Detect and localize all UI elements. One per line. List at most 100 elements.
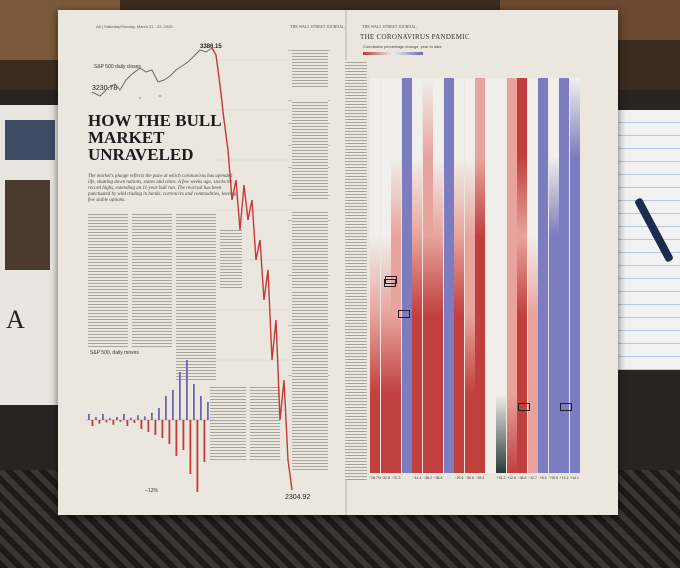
heatmap-column-value: +8.3: [539, 476, 547, 480]
heatmap-row-labels: [345, 60, 367, 480]
heatmap-legend-scale: [363, 52, 423, 55]
daily-move-bar: [154, 420, 157, 435]
note-text: [292, 48, 328, 88]
heatmap-column: [548, 78, 559, 473]
heatmap-column: [433, 78, 443, 473]
heatmap-highlight-box: [398, 310, 410, 318]
daily-move-bar: [109, 418, 111, 420]
heatmap-column-value: −29.6: [454, 476, 464, 480]
daily-move-bar: [172, 390, 174, 420]
heatmap-column-value: −14.4: [412, 476, 422, 480]
sp500-chart-title: S&P 500 daily closes: [94, 64, 141, 70]
chart-annotation: [210, 385, 246, 460]
sp500-end-label: 2304.92: [285, 494, 311, 501]
heatmap-column: [412, 78, 422, 473]
heatmap-column-value: −38.2: [423, 476, 432, 480]
daily-move-bar: [147, 420, 150, 432]
heatmap-column-value: −38.8: [517, 476, 527, 480]
heatmap-column: [401, 78, 412, 473]
heatmap-highlight-box: [518, 403, 530, 411]
daily-move-bar: [126, 420, 129, 426]
heatmap-column: [559, 78, 569, 473]
daily-move-bar: [165, 396, 167, 420]
chart-annotation: [220, 228, 242, 288]
heatmap-column-value: +15.6: [549, 476, 558, 480]
heatmap-column: [391, 78, 401, 473]
heatmap-column: [485, 78, 496, 473]
body-text-column: [88, 212, 128, 347]
heatmap-column: [464, 78, 475, 473]
heatmap-highlight-box: [385, 276, 397, 284]
heatmap-column-value: +14.1: [570, 476, 579, 480]
heatmap: −28.7% −32.8 −37.3 −14.4 −38.2 −38.6 −29.6 −30.…: [369, 78, 588, 480]
daily-move-bar: [91, 420, 94, 426]
daily-move-bar: [123, 414, 125, 420]
daily-move-bar: [102, 414, 104, 420]
heatmap-column: [538, 78, 548, 473]
daily-move-bar: [175, 420, 178, 456]
sp500-fall-line: [211, 47, 293, 491]
daily-move-bar: [207, 402, 209, 420]
heatmap-legend-title: Cumulative percentage change, year to da…: [363, 44, 442, 49]
notebook: [615, 110, 680, 370]
heatmap-column-value: +12.6: [507, 476, 516, 480]
masthead-right: THE WALL STREET JOURNAL.: [362, 24, 418, 29]
heatmap-column: [370, 78, 380, 473]
daily-move-bar: [196, 420, 199, 492]
daily-move-bar: [203, 420, 206, 462]
daily-move-bar: [105, 420, 108, 423]
daily-move-bar: [140, 420, 143, 429]
heatmap-column: [517, 78, 527, 473]
heatmap-column: [475, 78, 485, 473]
chart-annotation: [250, 385, 280, 460]
heatmap-column: [454, 78, 464, 473]
heatmap-column-value: −28.7%: [369, 476, 381, 480]
daily-moves-title: S&P 500, daily moves: [90, 350, 139, 356]
daily-move-bar: [112, 420, 115, 425]
body-text-column: [132, 212, 172, 347]
heatmap-column-value: +13.1: [559, 476, 569, 480]
daily-move-bar: [95, 417, 97, 420]
note-text: [292, 210, 328, 290]
heatmap-column: [380, 78, 391, 473]
heatmap-column: [569, 78, 580, 473]
sp500-low-label: 3230.78: [92, 85, 118, 92]
daily-move-bar: [179, 372, 181, 420]
daily-move-bar: [119, 420, 122, 422]
daily-move-bar: [144, 416, 146, 420]
article-deck: The market's plunge reflects the pace at…: [88, 174, 237, 203]
body-text-column: [176, 212, 216, 382]
heatmap-column-value: −38.6: [433, 476, 443, 480]
masthead-left: THE WALL STREET JOURNAL.: [290, 24, 346, 29]
daily-move-bar: [200, 396, 202, 420]
note-text: [292, 290, 328, 470]
daily-move-bar: [88, 414, 90, 420]
heatmap-highlight-box: [384, 279, 396, 287]
daily-move-bar: [158, 408, 160, 420]
heatmap-column: [443, 78, 454, 473]
daily-moves-min-label: −12%: [145, 488, 158, 494]
section-title: THE CORONAVIRUS PANDEMIC: [360, 33, 470, 41]
heatmap-column-value: −26.4: [475, 476, 485, 480]
heatmap-column-value: −37.3: [391, 476, 401, 480]
sp500-data-dots: [119, 89, 161, 99]
daily-move-bar: [98, 420, 101, 424]
newspaper-drop-cap: A: [6, 305, 25, 334]
heatmap-column: [496, 78, 506, 473]
heatmap-column-value: −30.6: [465, 476, 474, 480]
page-line: A6 | Saturday/Sunday, March 21 - 22, 202…: [96, 24, 173, 29]
daily-move-bar: [137, 415, 139, 420]
heatmap-column-value: −32.8: [381, 476, 390, 480]
heatmap-column: [506, 78, 517, 473]
sp500-high-label: 3386.15: [200, 44, 222, 50]
daily-move-bar: [193, 384, 195, 420]
daily-move-bar: [133, 420, 136, 423]
heatmap-column: [422, 78, 433, 473]
daily-move-bar: [189, 420, 192, 474]
heatmap-column: [527, 78, 538, 473]
heatmap-highlight-box: [560, 403, 572, 411]
newspaper-photo: [5, 180, 50, 270]
daily-move-bar: [182, 420, 185, 450]
